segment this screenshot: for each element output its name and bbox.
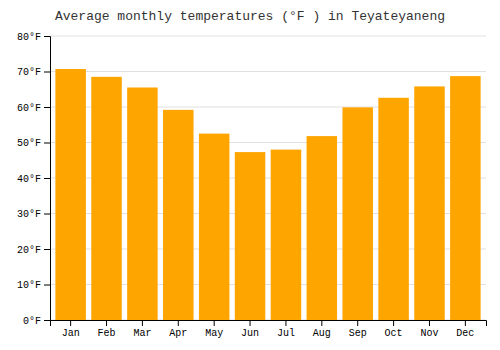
grid-line: [50, 36, 486, 37]
y-tick-label: 50°F: [17, 138, 41, 149]
x-tick-label: May: [205, 328, 223, 339]
bar: [342, 107, 373, 320]
x-tick-label: Oct: [385, 328, 403, 339]
x-tick-mark: [357, 320, 358, 326]
x-tick: Jan: [62, 320, 80, 339]
bar: [414, 86, 445, 320]
x-tick: Nov: [420, 320, 438, 339]
y-tick-mark: [44, 320, 50, 321]
y-tick-label: 20°F: [17, 245, 41, 256]
y-tick: 10°F: [17, 280, 50, 291]
bar: [450, 76, 481, 320]
chart-title: Average monthly temperatures (°F ) in Te…: [55, 9, 445, 24]
x-tick-mark: [429, 320, 430, 326]
y-tick-label: 10°F: [17, 280, 41, 291]
bar: [199, 134, 230, 320]
x-tick-label: Jul: [277, 328, 295, 339]
x-tick: May: [205, 320, 223, 339]
y-tick: 50°F: [17, 138, 50, 149]
x-tick-mark: [214, 320, 215, 326]
x-tick-mark: [142, 320, 143, 326]
x-tick-mark: [70, 320, 71, 326]
bars: [55, 69, 480, 320]
bar: [271, 150, 302, 320]
plot-area: 0°F 10°F 20°F 30°F 40°F 50°F 60°F 70°F 80°F Jan Fe…: [17, 32, 487, 339]
x-tick: Oct: [385, 320, 403, 339]
x-tick: Jun: [241, 320, 259, 339]
bar: [163, 110, 194, 320]
grid: [50, 36, 486, 320]
y-tick: 80°F: [17, 32, 50, 43]
y-tick-label: 70°F: [17, 67, 41, 78]
y-tick-mark: [44, 107, 50, 108]
x-tick: Feb: [98, 320, 116, 339]
y-tick: 60°F: [17, 103, 50, 114]
chart-svg: Average monthly temperatures (°F ) in Te…: [0, 0, 500, 350]
y-tick-mark: [44, 285, 50, 286]
bar: [55, 69, 86, 320]
y-axis-line: [44, 37, 51, 321]
x-tick-label: Sep: [349, 328, 367, 339]
y-tick-label: 30°F: [17, 209, 41, 220]
y-tick-mark: [44, 72, 50, 73]
x-tick-mark: [321, 320, 322, 326]
x-tick: Sep: [349, 320, 367, 339]
x-tick-mark: [250, 320, 251, 326]
y-tick-mark: [44, 178, 50, 179]
y-axis: 0°F 10°F 20°F 30°F 40°F 50°F 60°F 70°F 80°F: [17, 32, 51, 327]
bar: [378, 98, 409, 320]
x-tick-label: Jun: [241, 328, 259, 339]
chart-container: Average monthly temperatures (°F ) in Te…: [0, 0, 500, 350]
x-tick-label: Apr: [169, 328, 187, 339]
grid-line: [50, 71, 486, 72]
y-tick: 40°F: [17, 174, 50, 185]
y-tick-mark: [44, 214, 50, 215]
y-tick-label: 0°F: [23, 316, 41, 327]
y-tick-mark: [44, 36, 50, 37]
x-tick-mark: [465, 320, 466, 326]
x-tick-label: Dec: [456, 328, 474, 339]
x-tick-mark: [106, 320, 107, 326]
x-tick-label: Jan: [62, 328, 80, 339]
y-tick: 30°F: [17, 209, 50, 220]
y-tick-label: 60°F: [17, 103, 41, 114]
y-tick-mark: [44, 143, 50, 144]
y-tick-label: 40°F: [17, 174, 41, 185]
x-axis: Jan Feb Mar Apr May Jun Jul Aug Sep Oct Nov Dec: [51, 320, 487, 339]
x-tick-label: Aug: [313, 328, 331, 339]
x-tick: Dec: [456, 320, 474, 339]
x-axis-line: [51, 321, 487, 327]
x-tick-mark: [178, 320, 179, 326]
x-tick-label: Feb: [98, 328, 116, 339]
bar: [235, 152, 266, 320]
x-tick: Jul: [277, 320, 295, 339]
x-tick-mark: [285, 320, 286, 326]
x-tick: Apr: [169, 320, 187, 339]
bar: [127, 87, 158, 320]
bar: [307, 136, 338, 320]
x-tick: Mar: [133, 320, 151, 339]
y-tick: 70°F: [17, 67, 50, 78]
x-tick-label: Nov: [420, 328, 438, 339]
y-tick: 20°F: [17, 245, 50, 256]
x-tick: Aug: [313, 320, 331, 339]
y-tick-label: 80°F: [17, 32, 41, 43]
y-tick: 0°F: [23, 316, 50, 327]
x-tick-label: Mar: [133, 328, 151, 339]
x-tick-mark: [393, 320, 394, 326]
bar: [91, 77, 122, 320]
y-tick-mark: [44, 249, 50, 250]
